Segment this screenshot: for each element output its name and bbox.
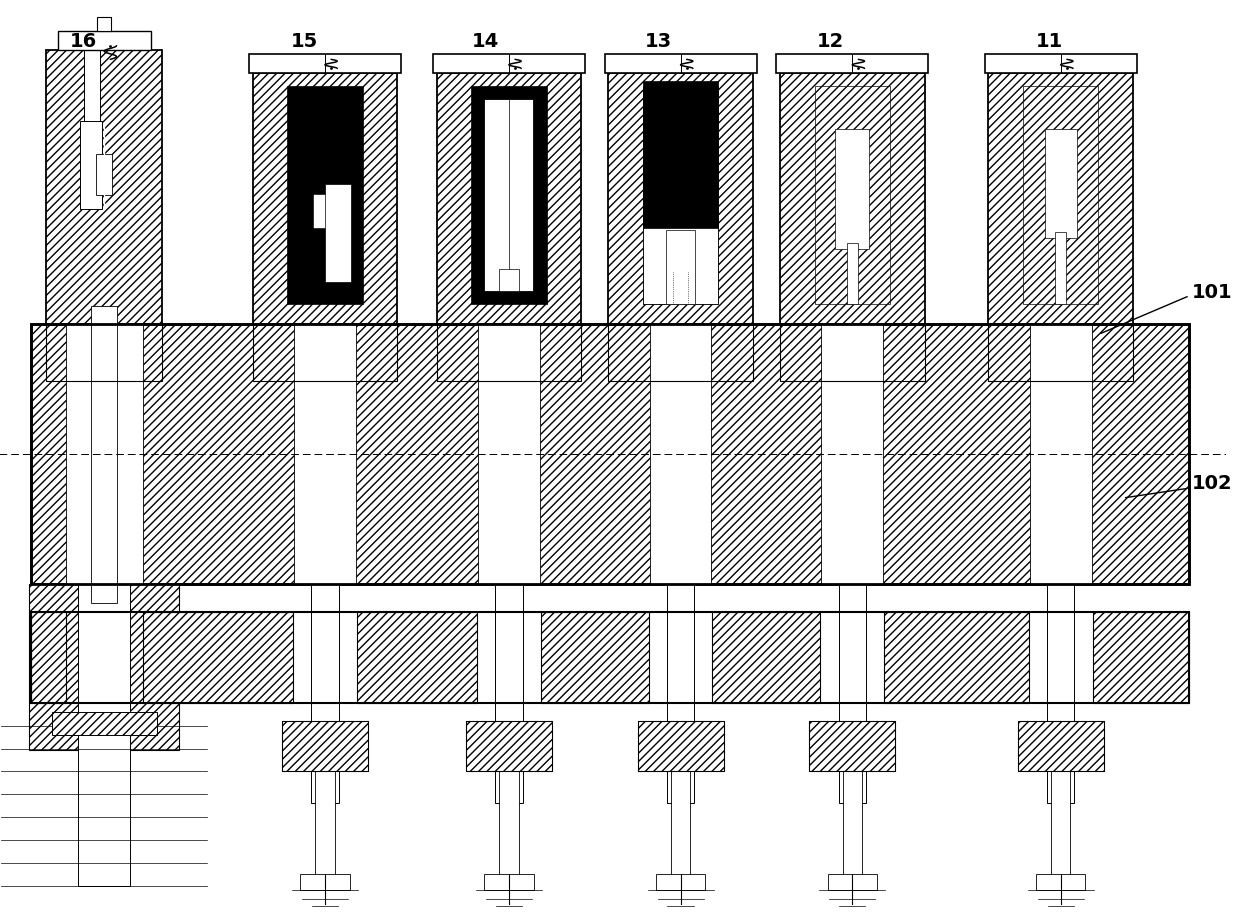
- Bar: [311, 584, 339, 803]
- Bar: [1018, 721, 1104, 771]
- Bar: [29, 584, 180, 750]
- Text: 15: 15: [290, 32, 317, 50]
- Bar: [1030, 324, 1091, 584]
- Bar: [810, 721, 895, 771]
- Bar: [605, 54, 756, 73]
- Bar: [315, 771, 335, 886]
- Bar: [500, 269, 518, 291]
- Bar: [57, 31, 151, 50]
- Bar: [436, 324, 582, 382]
- Bar: [477, 324, 539, 584]
- Bar: [609, 324, 753, 382]
- Bar: [78, 584, 130, 886]
- Bar: [847, 243, 858, 304]
- Bar: [1023, 86, 1099, 304]
- Bar: [776, 54, 929, 73]
- Bar: [821, 324, 883, 584]
- Bar: [300, 874, 350, 890]
- Bar: [637, 721, 723, 771]
- Bar: [495, 584, 522, 803]
- Bar: [97, 17, 112, 31]
- Bar: [541, 612, 649, 703]
- Text: 13: 13: [645, 32, 672, 50]
- Bar: [294, 324, 356, 584]
- Bar: [884, 612, 1029, 703]
- Bar: [1045, 130, 1076, 238]
- Bar: [484, 874, 533, 890]
- Bar: [644, 86, 718, 199]
- Bar: [500, 771, 518, 886]
- Bar: [485, 99, 533, 291]
- Bar: [1047, 584, 1075, 803]
- Bar: [644, 86, 718, 304]
- Bar: [827, 874, 877, 890]
- Bar: [314, 194, 336, 227]
- Bar: [325, 184, 351, 282]
- Bar: [46, 324, 162, 382]
- Text: 16: 16: [69, 32, 97, 50]
- Bar: [656, 874, 706, 890]
- Bar: [609, 73, 753, 324]
- Bar: [650, 324, 712, 584]
- Bar: [281, 721, 368, 771]
- Bar: [671, 771, 691, 886]
- Bar: [836, 130, 869, 249]
- Bar: [253, 73, 397, 324]
- Bar: [92, 306, 117, 603]
- Bar: [253, 324, 397, 382]
- Bar: [988, 73, 1133, 324]
- Bar: [713, 612, 821, 703]
- Text: 12: 12: [817, 32, 843, 50]
- Bar: [288, 86, 362, 304]
- Bar: [471, 86, 547, 304]
- Bar: [31, 324, 1189, 584]
- Text: 101: 101: [1192, 283, 1233, 301]
- Bar: [667, 584, 694, 803]
- Bar: [1092, 612, 1189, 703]
- Bar: [31, 324, 1189, 584]
- Text: 11: 11: [1037, 32, 1064, 50]
- Bar: [815, 86, 890, 304]
- Bar: [666, 230, 694, 304]
- Bar: [84, 50, 100, 127]
- Bar: [644, 81, 718, 227]
- Bar: [249, 54, 401, 73]
- Bar: [1052, 771, 1070, 886]
- Bar: [143, 612, 293, 703]
- Bar: [79, 121, 102, 209]
- Bar: [838, 584, 866, 803]
- Bar: [66, 324, 143, 584]
- Bar: [988, 324, 1133, 382]
- Text: 102: 102: [1192, 475, 1233, 493]
- Bar: [1035, 874, 1085, 890]
- Bar: [1055, 232, 1066, 304]
- Bar: [357, 612, 477, 703]
- Bar: [31, 612, 1189, 703]
- Bar: [780, 73, 925, 324]
- Bar: [843, 771, 862, 886]
- Text: 14: 14: [472, 32, 500, 50]
- Bar: [46, 50, 162, 324]
- Bar: [985, 54, 1137, 73]
- Bar: [433, 54, 585, 73]
- Bar: [466, 721, 552, 771]
- Bar: [95, 154, 113, 195]
- Bar: [52, 712, 156, 735]
- Bar: [31, 612, 66, 703]
- Bar: [780, 324, 925, 382]
- Bar: [644, 194, 718, 304]
- Bar: [436, 73, 582, 324]
